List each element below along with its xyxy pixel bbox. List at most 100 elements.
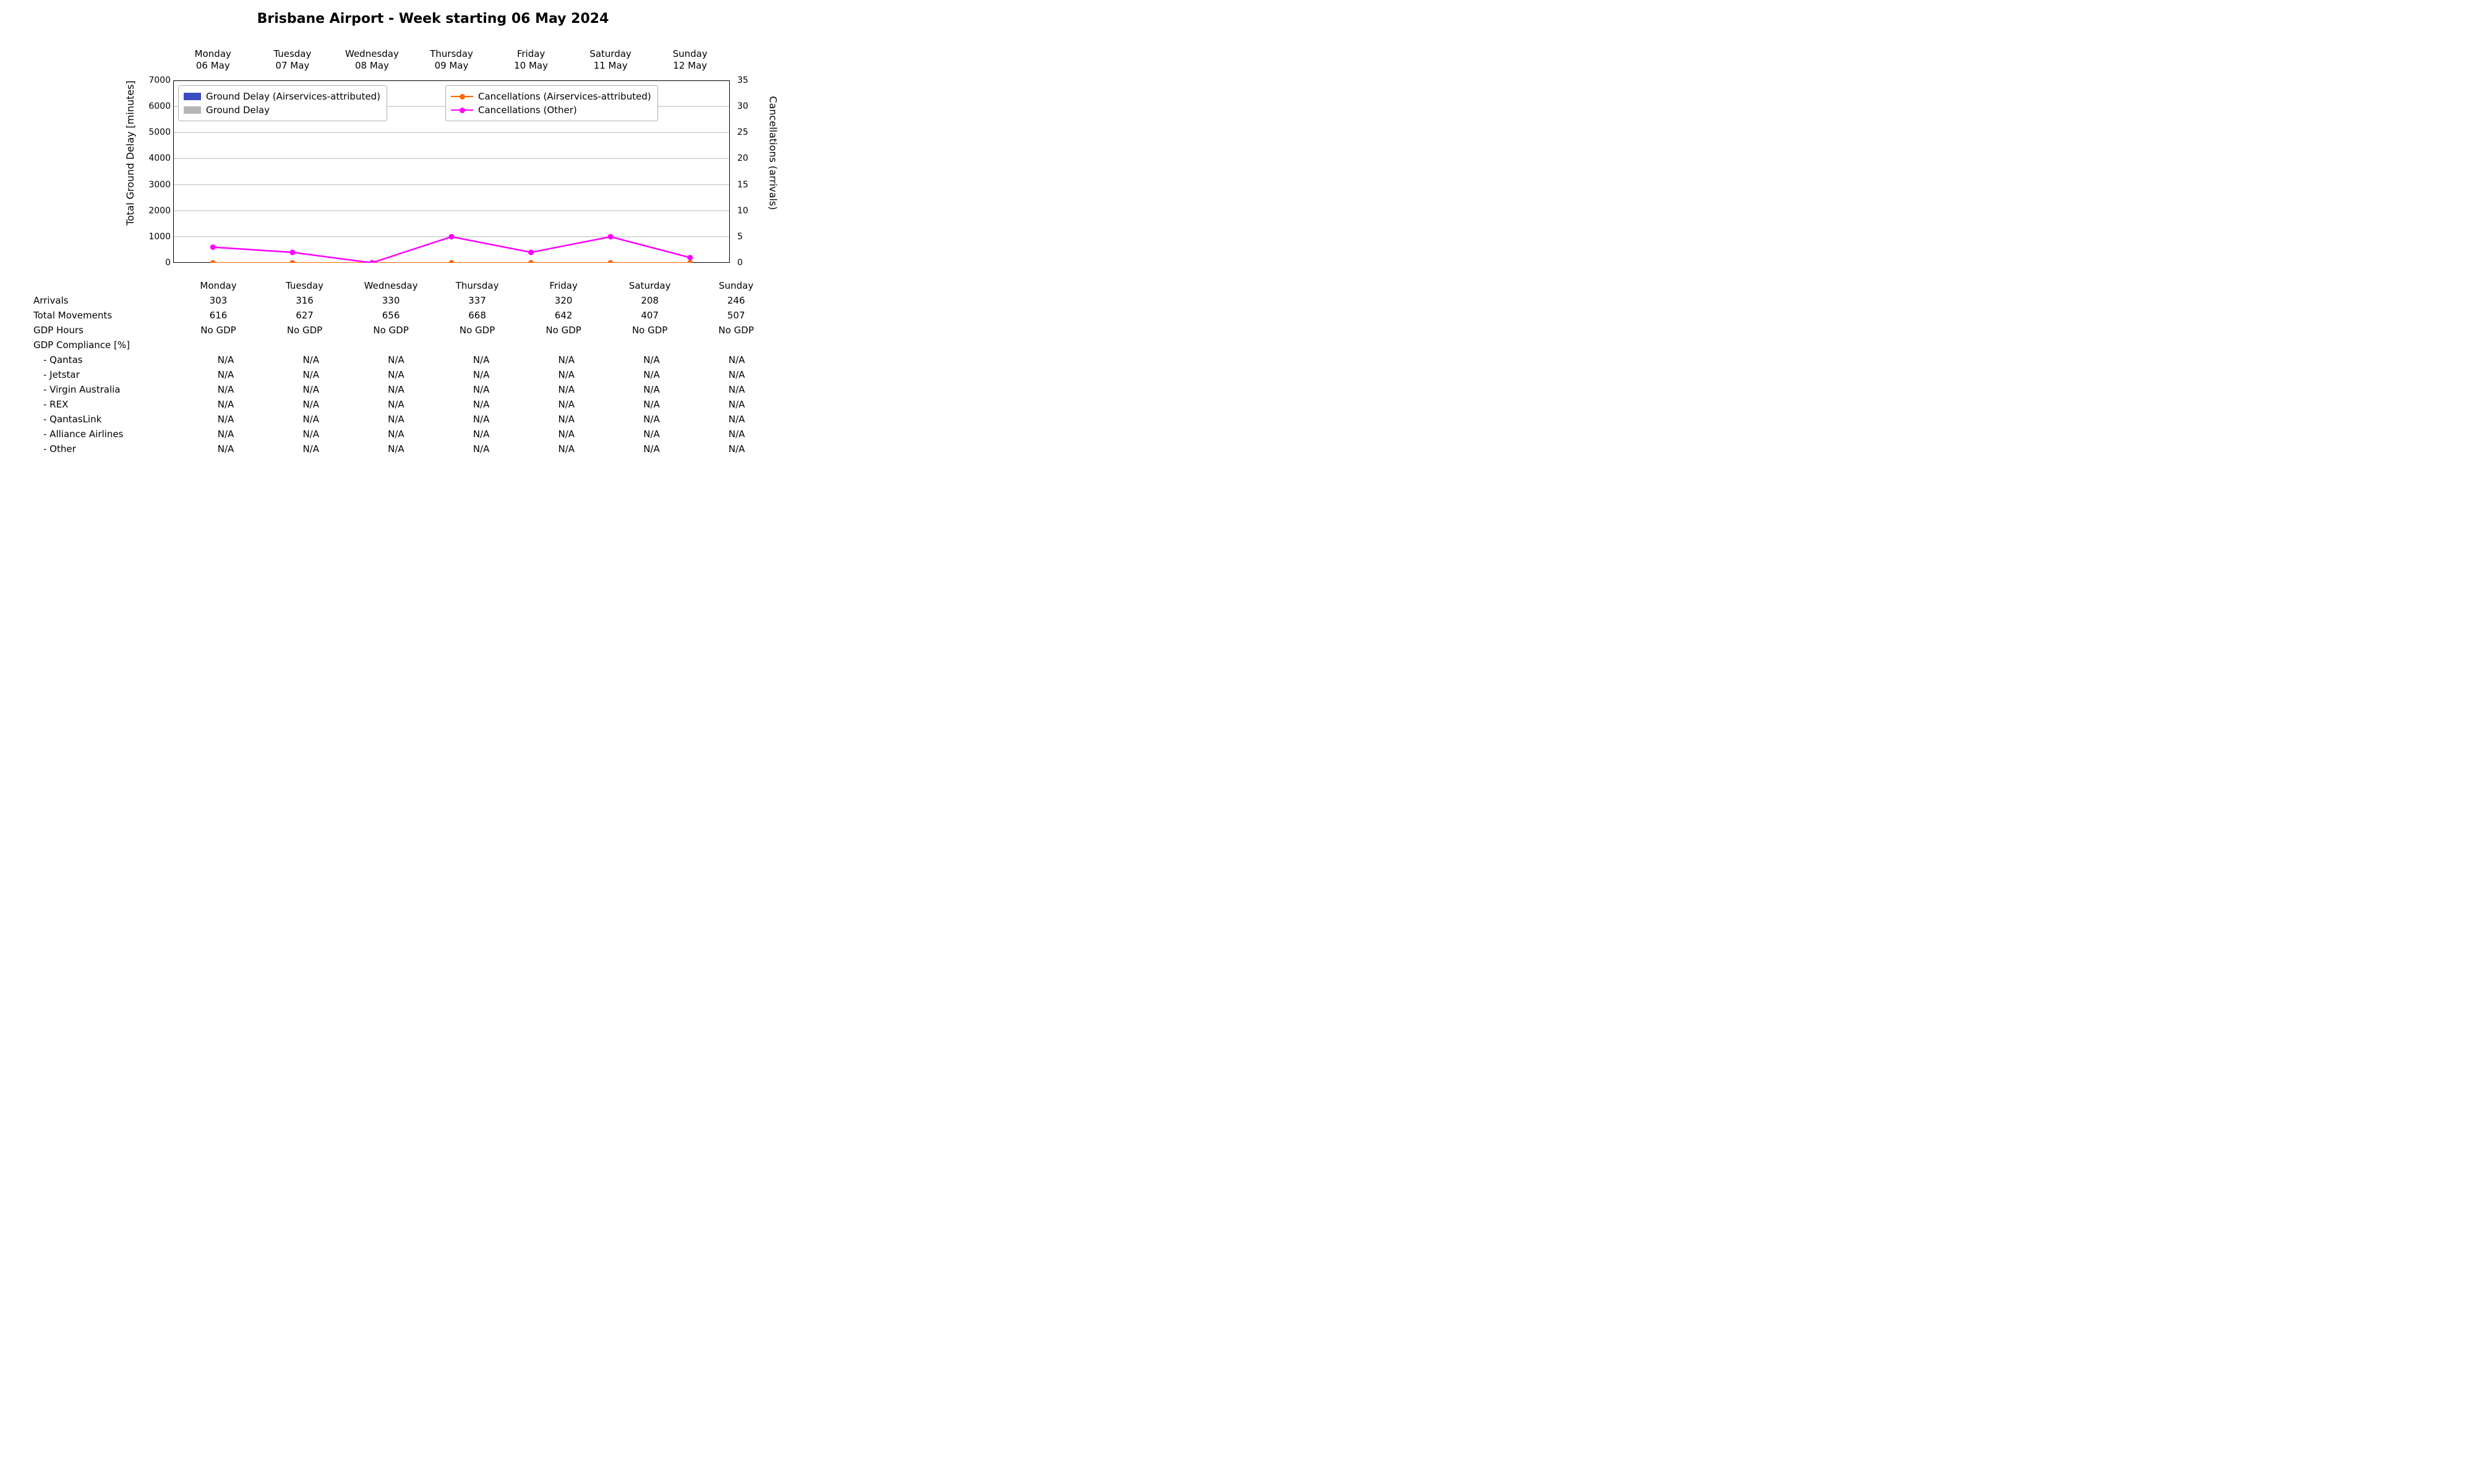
legend-swatch xyxy=(184,106,201,114)
table-cell: N/A xyxy=(524,414,609,425)
table-row-label: GDP Hours xyxy=(31,325,175,336)
table-cell: N/A xyxy=(609,414,695,425)
day-name: Friday xyxy=(492,48,571,60)
table-row: GDP Compliance [%] xyxy=(31,338,779,352)
x-tick-label: Thursday09 May xyxy=(412,48,491,72)
table-cell: N/A xyxy=(183,443,268,454)
y-axis-right-label: Cancellations (arrivals) xyxy=(768,96,779,210)
table-header-cell: Saturday xyxy=(607,280,693,291)
table-row-label: Total Movements xyxy=(31,310,175,321)
table-cell: N/A xyxy=(354,354,439,365)
table-cell: 303 xyxy=(175,295,262,306)
table-cell: 642 xyxy=(520,310,607,321)
legend-label: Cancellations (Other) xyxy=(478,104,577,116)
table-row-label: Arrivals xyxy=(31,295,175,306)
x-tick-label: Sunday12 May xyxy=(651,48,730,72)
table-row: - QantasN/AN/AN/AN/AN/AN/AN/A xyxy=(31,352,779,367)
table-cell: 246 xyxy=(693,295,779,306)
table-cell: N/A xyxy=(694,414,779,425)
table-cell: 668 xyxy=(434,310,521,321)
y-axis-left-label: Total Ground Delay [minutes] xyxy=(124,80,136,226)
y-right-tick-label: 25 xyxy=(737,127,756,137)
table-cell: No GDP xyxy=(262,325,348,336)
table-cell: N/A xyxy=(439,443,524,454)
table-cell: N/A xyxy=(183,369,268,380)
table-cell: 407 xyxy=(607,310,693,321)
table-cell: N/A xyxy=(524,399,609,410)
table-cell: N/A xyxy=(183,399,268,410)
day-name: Monday xyxy=(173,48,252,60)
table-row-label: - Qantas xyxy=(31,354,183,365)
day-date: 11 May xyxy=(571,60,650,72)
table-cell: N/A xyxy=(524,429,609,440)
table-row-label: GDP Compliance [%] xyxy=(31,339,175,351)
x-tick-label: Friday10 May xyxy=(492,48,571,72)
table-cell: N/A xyxy=(268,399,354,410)
table-row: - Alliance AirlinesN/AN/AN/AN/AN/AN/AN/A xyxy=(31,427,779,441)
day-date: 12 May xyxy=(651,60,730,72)
table-cell: 330 xyxy=(348,295,434,306)
table-cell: N/A xyxy=(694,443,779,454)
table-header-cell: Sunday xyxy=(693,280,779,291)
table-cell: N/A xyxy=(439,354,524,365)
table-cell: 208 xyxy=(607,295,693,306)
table-cell: N/A xyxy=(439,414,524,425)
table-cell: N/A xyxy=(183,429,268,440)
table-cell: N/A xyxy=(609,354,695,365)
table-body: Arrivals303316330337320208246 Total Movem… xyxy=(31,293,779,456)
y-right-tick-label: 15 xyxy=(737,180,756,190)
table-cell: N/A xyxy=(268,369,354,380)
x-tick-label: Saturday11 May xyxy=(571,48,650,72)
day-name: Wednesday xyxy=(332,48,411,60)
table-header-cell: Monday xyxy=(175,280,262,291)
table-row: - JetstarN/AN/AN/AN/AN/AN/AN/A xyxy=(31,367,779,382)
table-cell: N/A xyxy=(524,369,609,380)
table-header-cell: Wednesday xyxy=(348,280,434,291)
table-row: - REXN/AN/AN/AN/AN/AN/AN/A xyxy=(31,397,779,412)
table-cell: N/A xyxy=(268,414,354,425)
y-right-tick-label: 10 xyxy=(737,206,756,216)
plot-area: Ground Delay (Airservices-attributed) Gr… xyxy=(173,80,730,263)
y-left-tick-label: 6000 xyxy=(147,101,171,111)
table-cell: N/A xyxy=(354,429,439,440)
legend-line-icon xyxy=(451,92,473,101)
table-cell: N/A xyxy=(268,443,354,454)
table-cell: N/A xyxy=(694,399,779,410)
table-cell: N/A xyxy=(524,443,609,454)
legend-label: Ground Delay xyxy=(206,104,270,116)
legend-item-cancellations-other: Cancellations (Other) xyxy=(451,103,651,117)
table-cell: 656 xyxy=(348,310,434,321)
table-cell: N/A xyxy=(268,354,354,365)
y-left-tick-label: 4000 xyxy=(147,153,171,163)
y-right-tick-label: 35 xyxy=(737,75,756,85)
table-cell: 507 xyxy=(693,310,779,321)
table-cell: N/A xyxy=(694,429,779,440)
y-left-tick-label: 2000 xyxy=(147,206,171,216)
data-table: MondayTuesdayWednesdayThursdayFridaySatu… xyxy=(31,278,779,456)
table-header-cell: Tuesday xyxy=(262,280,348,291)
chart-container: Total Ground Delay [minutes] Cancellatio… xyxy=(124,43,779,272)
table-cell: N/A xyxy=(694,369,779,380)
legend-item-cancellations-airservices: Cancellations (Airservices-attributed) xyxy=(451,90,651,103)
table-row: Arrivals303316330337320208246 xyxy=(31,293,779,308)
table-cell: N/A xyxy=(694,384,779,395)
y-axis-left-label-wrap: Total Ground Delay [minutes] xyxy=(124,43,136,263)
day-name: Tuesday xyxy=(253,48,332,60)
table-cell: N/A xyxy=(694,354,779,365)
legend-line-icon xyxy=(451,106,473,114)
table-cell: N/A xyxy=(183,354,268,365)
y-left-tick-label: 3000 xyxy=(147,180,171,190)
table-cell: N/A xyxy=(354,384,439,395)
table-cell: N/A xyxy=(609,384,695,395)
table-cell: N/A xyxy=(354,414,439,425)
table-cell: No GDP xyxy=(175,325,262,336)
table-cell: No GDP xyxy=(607,325,693,336)
page: Brisbane Airport - Week starting 06 May … xyxy=(0,0,866,519)
table-row: GDP HoursNo GDPNo GDPNo GDPNo GDPNo GDPN… xyxy=(31,323,779,338)
table-cell: N/A xyxy=(609,369,695,380)
table-cell: 337 xyxy=(434,295,521,306)
day-date: 09 May xyxy=(412,60,491,72)
table-cell: N/A xyxy=(439,369,524,380)
y-axis-right-label-wrap: Cancellations (arrivals) xyxy=(767,43,779,263)
day-date: 08 May xyxy=(332,60,411,72)
